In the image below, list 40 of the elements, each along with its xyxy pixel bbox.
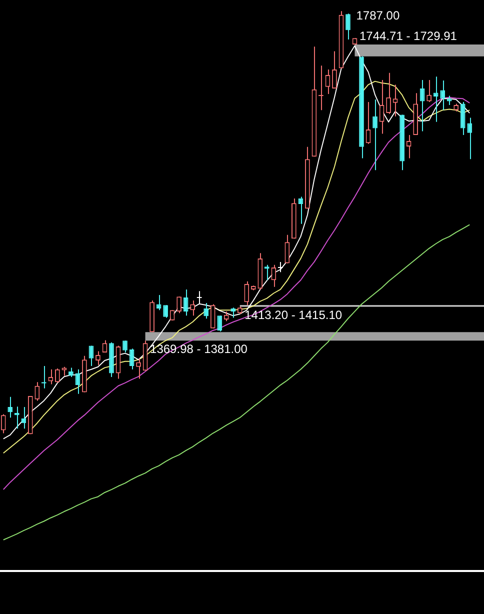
candlestick — [48, 368, 54, 385]
candlestick — [217, 315, 222, 332]
candlestick — [277, 261, 284, 273]
candlestick — [284, 234, 290, 264]
candlestick — [230, 307, 236, 318]
candlestick — [467, 117, 472, 160]
candlestick — [8, 396, 13, 418]
candlestick — [460, 102, 466, 136]
candlestick — [34, 382, 40, 402]
candlestick — [96, 350, 100, 366]
band-label: 1744.71 - 1729.91 — [360, 28, 458, 43]
candlestick — [271, 264, 276, 288]
candlestick — [420, 80, 425, 132]
candlestick — [176, 296, 182, 314]
candlestick — [196, 290, 202, 304]
candlestick — [190, 300, 196, 316]
candlestick — [204, 302, 209, 320]
candlestick — [55, 368, 60, 384]
candlestick — [21, 406, 26, 430]
candlestick — [244, 280, 250, 306]
candlestick — [183, 288, 188, 316]
candlestick — [210, 304, 216, 329]
band-label: 1413.20 - 1415.10 — [244, 308, 342, 322]
candlestick — [386, 72, 391, 114]
candlestick — [392, 84, 398, 117]
annotation: 1787.00 — [356, 8, 400, 22]
candlestick — [372, 99, 378, 171]
candlestick — [0, 414, 6, 434]
candlestick — [318, 65, 324, 111]
candlestick — [163, 304, 168, 318]
candlestick — [440, 80, 446, 111]
candlestick — [68, 367, 74, 378]
candlestick — [332, 50, 337, 90]
candlestick — [426, 80, 432, 103]
candlestick — [136, 358, 141, 380]
candlestick — [433, 76, 438, 122]
candlestick — [346, 13, 350, 40]
candlestick — [224, 310, 229, 322]
candlestick — [156, 294, 162, 311]
candlestick — [446, 95, 452, 106]
